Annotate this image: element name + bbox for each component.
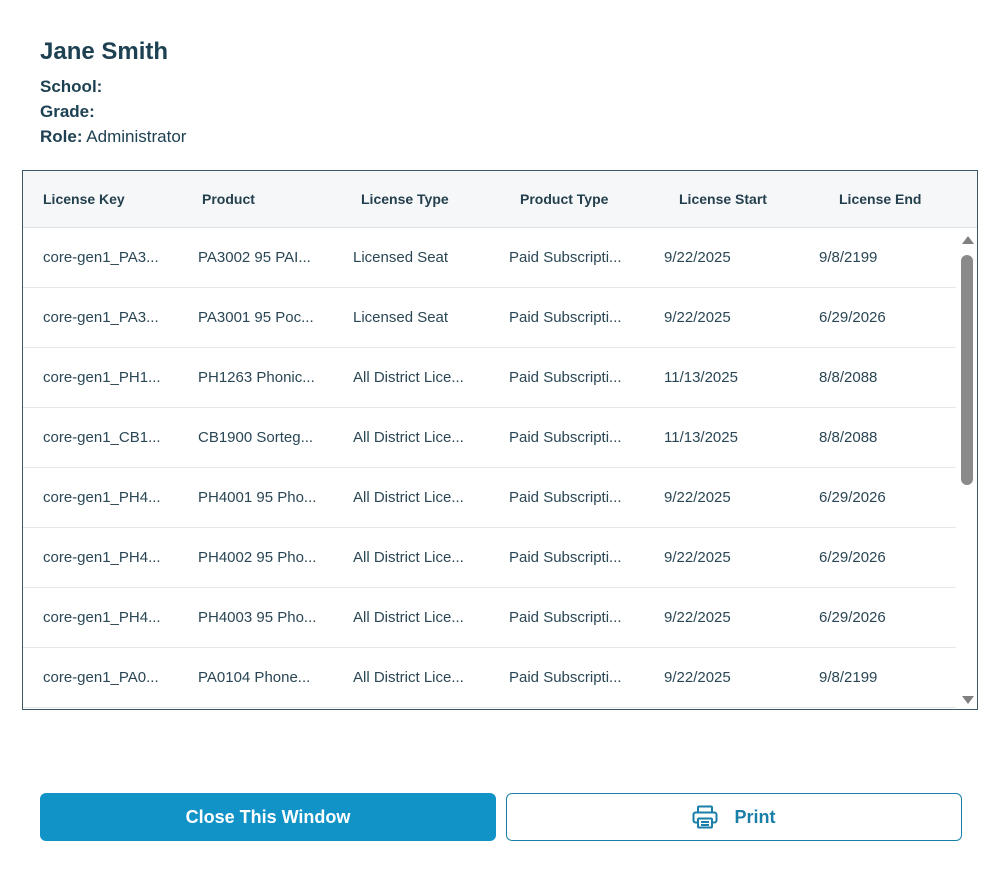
- cell-license-type: Licensed Seat: [353, 249, 449, 266]
- table-row: core-gen1_CB1... CB1900 Sorteg... All Di…: [23, 408, 956, 468]
- cell-product: PA3002 95 PAI...: [198, 249, 311, 266]
- cell-license-start: 9/22/2025: [664, 309, 731, 326]
- printer-icon: [692, 805, 718, 829]
- cell-product: PA3001 95 Poc...: [198, 309, 314, 326]
- column-header-license-end[interactable]: License End: [839, 191, 922, 207]
- cell-product-type: Paid Subscripti...: [509, 669, 622, 686]
- column-header-product[interactable]: Product: [202, 191, 255, 207]
- cell-license-type: Licensed Seat: [353, 309, 449, 326]
- cell-license-key: core-gen1_PH4...: [43, 549, 161, 566]
- cell-license-key: core-gen1_CB1...: [43, 429, 161, 446]
- school-line: School:: [40, 77, 102, 97]
- cell-license-type: All District Lice...: [353, 549, 464, 566]
- role-value: Administrator: [86, 127, 187, 146]
- table-scrollbar[interactable]: [959, 233, 976, 707]
- cell-product: PA0104 Phone...: [198, 669, 311, 686]
- license-table: License Key Product License Type Product…: [22, 170, 978, 710]
- cell-license-start: 9/22/2025: [664, 669, 731, 686]
- cell-product: PH4001 95 Pho...: [198, 489, 317, 506]
- cell-license-start: 11/13/2025: [664, 369, 738, 386]
- role-label: Role:: [40, 127, 83, 146]
- cell-license-start: 11/13/2025: [664, 429, 738, 446]
- table-header: License Key Product License Type Product…: [23, 171, 977, 228]
- cell-product-type: Paid Subscripti...: [509, 489, 622, 506]
- cell-license-end: 8/8/2088: [819, 429, 878, 446]
- table-row: core-gen1_PH4... PH4001 95 Pho... All Di…: [23, 468, 956, 528]
- cell-product-type: Paid Subscripti...: [509, 429, 622, 446]
- print-button[interactable]: Print: [506, 793, 962, 841]
- close-window-button[interactable]: Close This Window: [40, 793, 496, 841]
- table-row: core-gen1_PH4... PH4002 95 Pho... All Di…: [23, 528, 956, 588]
- user-name: Jane Smith: [40, 38, 169, 65]
- table-row: core-gen1_PH1... PH1263 Phonic... All Di…: [23, 348, 956, 408]
- scroll-down-arrow-icon[interactable]: [962, 696, 974, 704]
- cell-license-end: 6/29/2026: [819, 309, 886, 326]
- cell-license-start: 9/22/2025: [664, 549, 731, 566]
- cell-license-key: core-gen1_PH4...: [43, 489, 161, 506]
- cell-license-type: All District Lice...: [353, 669, 464, 686]
- table-row: core-gen1_PA0... PA0104 Phone... All Dis…: [23, 648, 956, 708]
- role-line: Role: Administrator: [40, 127, 186, 147]
- column-header-license-start[interactable]: License Start: [679, 191, 767, 207]
- cell-product-type: Paid Subscripti...: [509, 309, 622, 326]
- cell-license-end: 6/29/2026: [819, 549, 886, 566]
- cell-license-type: All District Lice...: [353, 369, 464, 386]
- cell-license-type: All District Lice...: [353, 489, 464, 506]
- cell-product: PH1263 Phonic...: [198, 369, 315, 386]
- column-header-license-key[interactable]: License Key: [43, 191, 125, 207]
- cell-product: PH4002 95 Pho...: [198, 549, 317, 566]
- cell-license-start: 9/22/2025: [664, 609, 731, 626]
- school-label: School:: [40, 77, 103, 96]
- cell-product: PH4003 95 Pho...: [198, 609, 317, 626]
- grade-line: Grade:: [40, 102, 95, 122]
- cell-license-type: All District Lice...: [353, 609, 464, 626]
- cell-license-key: core-gen1_PH4...: [43, 609, 161, 626]
- cell-product-type: Paid Subscripti...: [509, 609, 622, 626]
- scroll-up-arrow-icon[interactable]: [962, 236, 974, 244]
- grade-label: Grade:: [40, 102, 95, 121]
- table-row: core-gen1_PH4... PH4003 95 Pho... All Di…: [23, 588, 956, 648]
- cell-license-end: 6/29/2026: [819, 489, 886, 506]
- table-row: core-gen1_PA3... PA3002 95 PAI... Licens…: [23, 228, 956, 288]
- cell-license-key: core-gen1_PA0...: [43, 669, 159, 686]
- cell-license-key: core-gen1_PA3...: [43, 249, 159, 266]
- cell-license-end: 8/8/2088: [819, 369, 878, 386]
- cell-license-key: core-gen1_PH1...: [43, 369, 161, 386]
- column-header-product-type[interactable]: Product Type: [520, 191, 609, 207]
- cell-license-end: 6/29/2026: [819, 609, 886, 626]
- cell-product-type: Paid Subscripti...: [509, 549, 622, 566]
- cell-license-key: core-gen1_PA3...: [43, 309, 159, 326]
- table-body: core-gen1_PA3... PA3002 95 PAI... Licens…: [23, 228, 956, 709]
- cell-license-start: 9/22/2025: [664, 489, 731, 506]
- cell-license-end: 9/8/2199: [819, 249, 878, 266]
- print-button-label: Print: [734, 806, 776, 827]
- scroll-thumb[interactable]: [961, 255, 973, 485]
- cell-license-type: All District Lice...: [353, 429, 464, 446]
- cell-license-start: 9/22/2025: [664, 249, 731, 266]
- cell-product-type: Paid Subscripti...: [509, 249, 622, 266]
- cell-product-type: Paid Subscripti...: [509, 369, 622, 386]
- cell-product: CB1900 Sorteg...: [198, 429, 314, 446]
- cell-license-end: 9/8/2199: [819, 669, 878, 686]
- column-header-license-type[interactable]: License Type: [361, 191, 449, 207]
- table-row: core-gen1_PA3... PA3001 95 Poc... Licens…: [23, 288, 956, 348]
